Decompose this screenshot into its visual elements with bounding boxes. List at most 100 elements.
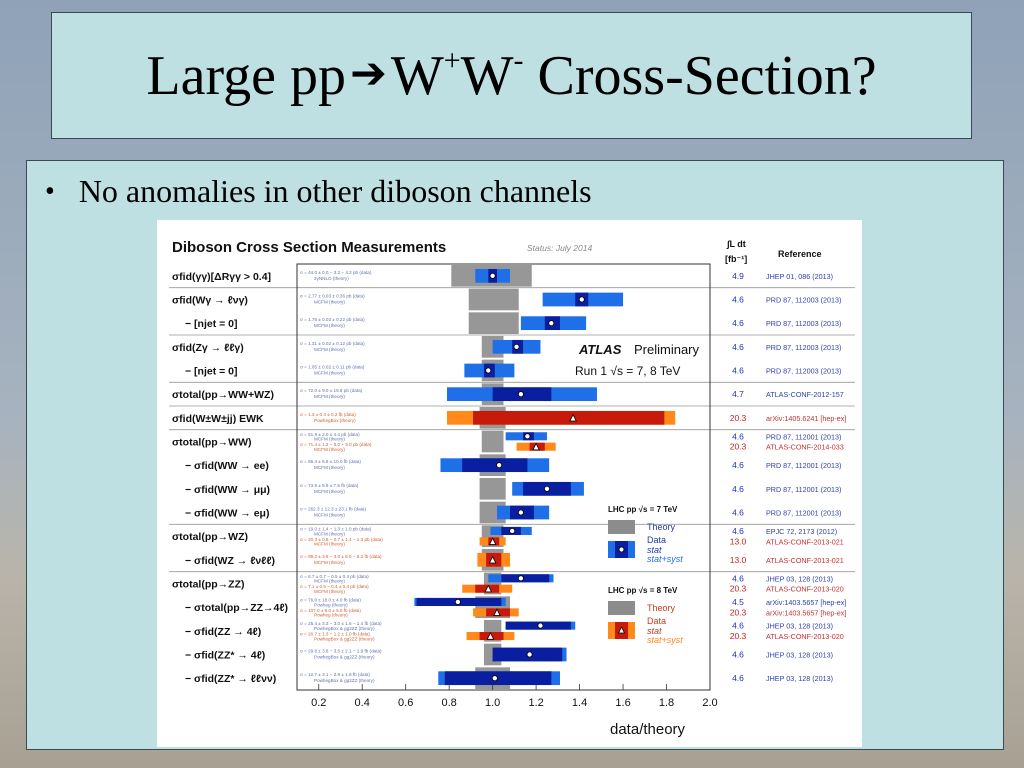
title-w-minus: W-	[460, 43, 524, 107]
data-point	[488, 537, 497, 545]
measurement-note: σ = 76.0 ± 18.0 ± 4.0 fb (data)	[300, 597, 361, 602]
legend-title: LHC pp √s = 8 TeV	[608, 586, 678, 595]
measurement-note: σ = 20.3 ± 0.8 − 0.7 ± 1.4 − 1.3 pb (dat…	[300, 537, 383, 542]
x-tick-label: 2.0	[702, 697, 717, 709]
data-point	[513, 343, 520, 350]
reference-text: ATLAS-CONF-2013-021	[766, 556, 844, 565]
measurement-note: σ = 51.9 ± 2.0 ± 4.4 pb (data)	[300, 432, 360, 437]
x-tick-label: 0.2	[311, 697, 326, 709]
row-label: σtotal(pp→WZ)	[172, 531, 248, 543]
measurement-note: σ = 1.31 ± 0.02 ± 0.12 pb (data)	[300, 341, 365, 346]
measurement-note: σ = 73.9 ± 5.9 ± 7.5 fb (data)	[300, 483, 359, 488]
chart-title: Diboson Cross Section Measurements	[172, 239, 446, 256]
row-label: − σfid(ZZ → 4ℓ)	[185, 626, 261, 638]
data-point	[493, 608, 501, 616]
theory-note: MCFM (theory)	[314, 323, 345, 328]
legend-stat-label: stat	[647, 545, 662, 555]
row-label: σtotal(pp→ZZ)	[172, 579, 245, 591]
reference-text: ATLAS-CONF-2014-033	[766, 443, 844, 452]
theory-note: PowhegBox (theory)	[314, 418, 356, 423]
lumi-value: 20.3	[730, 631, 747, 641]
lumi-value: 4.6	[732, 431, 744, 441]
row-label: − σtotal(pp→ZZ→4ℓ)	[185, 602, 288, 614]
row-label: − [njet = 0]	[185, 366, 238, 378]
theory-note: MCFM (theory)	[314, 465, 345, 470]
measurement-note: σ = 56.4 ± 6.8 ± 10.0 fb (data)	[300, 459, 361, 464]
theory-note: MCFM (theory)	[314, 560, 345, 565]
x-axis-label: data/theory	[610, 721, 686, 738]
reference-text: arXiv:1405.6241 [hep-ex]	[766, 414, 846, 423]
measurement-note: σ = 44.0 ± 0.0 − 3.2 − 4.2 pb (data)	[300, 270, 372, 275]
row-label: σfid(W±W±jj) EWK	[172, 413, 264, 425]
theory-note: 2γNNLO (theory)	[314, 276, 349, 281]
bullet-text: No anomalies in other diboson channels	[78, 173, 592, 209]
lumi-value: 4.6	[732, 318, 744, 328]
theory-note: MCFM (theory)	[314, 513, 345, 518]
theory-band	[468, 312, 519, 334]
legend-data-marker	[618, 546, 625, 553]
right-arrow-icon: ➔	[349, 48, 387, 99]
reference-text: PRD 87, 112001 (2013)	[766, 432, 841, 441]
reference-text: JHEP 03, 128 (2013)	[766, 674, 833, 683]
preliminary-label: Preliminary	[634, 342, 700, 357]
data-point	[537, 622, 544, 629]
data-point	[548, 320, 555, 327]
measurement-note: σ = 99.2 ± 3.8 − 3.0 ± 6.0 − 6.2 fb (dat…	[300, 554, 382, 559]
x-tick-label: 1.4	[572, 697, 587, 709]
title-suffix: Cross-Section?	[537, 44, 877, 107]
lumi-value: 13.0	[730, 555, 747, 565]
diboson-chart: Diboson Cross Section Measurements Statu…	[157, 220, 862, 747]
data-point	[496, 462, 503, 469]
lumi-value: 4.6	[732, 366, 744, 376]
measurement-note: σ = 262.3 ± 12.3 ± 23.1 fb (data)	[300, 507, 366, 512]
measurement-note: σ = 7.1 ± 0.5 − 0.4 ± 0.4 pb (data)	[300, 584, 369, 589]
row-label: σfid(Wγ → ℓνγ)	[172, 295, 248, 307]
lumi-header-unit: [fb⁻¹]	[725, 254, 747, 264]
legend-title: LHC pp √s = 7 TeV	[608, 505, 678, 514]
data-point	[489, 272, 496, 279]
row-label: σtotal(pp→WW+WZ)	[172, 389, 274, 401]
measurement-note: σ = 29.8 ± 3.8 − 3.5 ± 2.1 − 1.9 fb (dat…	[300, 649, 382, 654]
reference-text: PRD 87, 112003 (2013)	[766, 367, 841, 376]
data-point	[578, 296, 585, 303]
plot-frame	[296, 263, 711, 691]
legend-statsyst-label: stat+syst	[647, 635, 683, 645]
lumi-value: 4.7	[732, 389, 744, 399]
legend-theory-label: Theory	[647, 603, 676, 613]
row-label: − σfid(WW → eμ)	[185, 508, 269, 520]
reference-text: ATLAS-CONF-2013-020	[766, 632, 844, 641]
row-label: σfid(Zγ → ℓℓγ)	[172, 342, 244, 354]
data-point	[569, 413, 577, 422]
data-point	[517, 575, 524, 582]
lumi-value: 4.6	[732, 621, 744, 631]
stat-band	[473, 410, 665, 425]
x-tick-label: 0.8	[442, 697, 457, 709]
lumi-value: 4.5	[732, 597, 744, 607]
x-tick-label: 1.0	[485, 697, 500, 709]
legend-theory-swatch	[608, 601, 635, 615]
reference-text: EPJC 72, 2173 (2012)	[766, 527, 837, 536]
reference-header: Reference	[778, 249, 822, 259]
stat-band	[462, 458, 528, 473]
theory-band	[479, 478, 506, 500]
lumi-value: 4.6	[732, 295, 744, 305]
x-tick-label: 0.6	[398, 697, 413, 709]
theory-note: MCFM (theory)	[314, 371, 345, 376]
row-label: − σfid(ZZ* → 4ℓ)	[185, 650, 265, 662]
theory-note: Powheg (theory)	[314, 613, 348, 618]
reference-text: JHEP 01, 086 (2013)	[766, 272, 833, 281]
reference-text: JHEP 03, 128 (2013)	[766, 651, 833, 660]
legend-theory-label: Theory	[647, 522, 676, 532]
measurement-note: σ = 107.0 ± 9.0 ± 5.0 fb (data)	[300, 608, 361, 613]
theory-note: PowhegBox & gg2ZZ (theory)	[314, 626, 375, 631]
lumi-value: 20.3	[730, 584, 747, 594]
measurement-note: σ = 1.05 ± 0.02 ± 0.11 pb (data)	[300, 365, 365, 370]
measurement-note: σ = 1.76 ± 0.03 ± 0.22 pb (data)	[300, 317, 365, 322]
x-tick-label: 1.2	[528, 697, 543, 709]
data-point	[517, 509, 524, 516]
theory-note: MCFM (theory)	[314, 531, 345, 536]
row-label: − σfid(WW → μμ)	[185, 484, 270, 496]
theory-band	[468, 288, 519, 311]
measurement-note: σ = 72.0 ± 9.0 ± 19.8 pb (data)	[300, 388, 363, 393]
measurement-note: σ = 25.4 ± 3.3 − 3.0 ± 1.6 − 1.4 fb (dat…	[300, 621, 382, 626]
